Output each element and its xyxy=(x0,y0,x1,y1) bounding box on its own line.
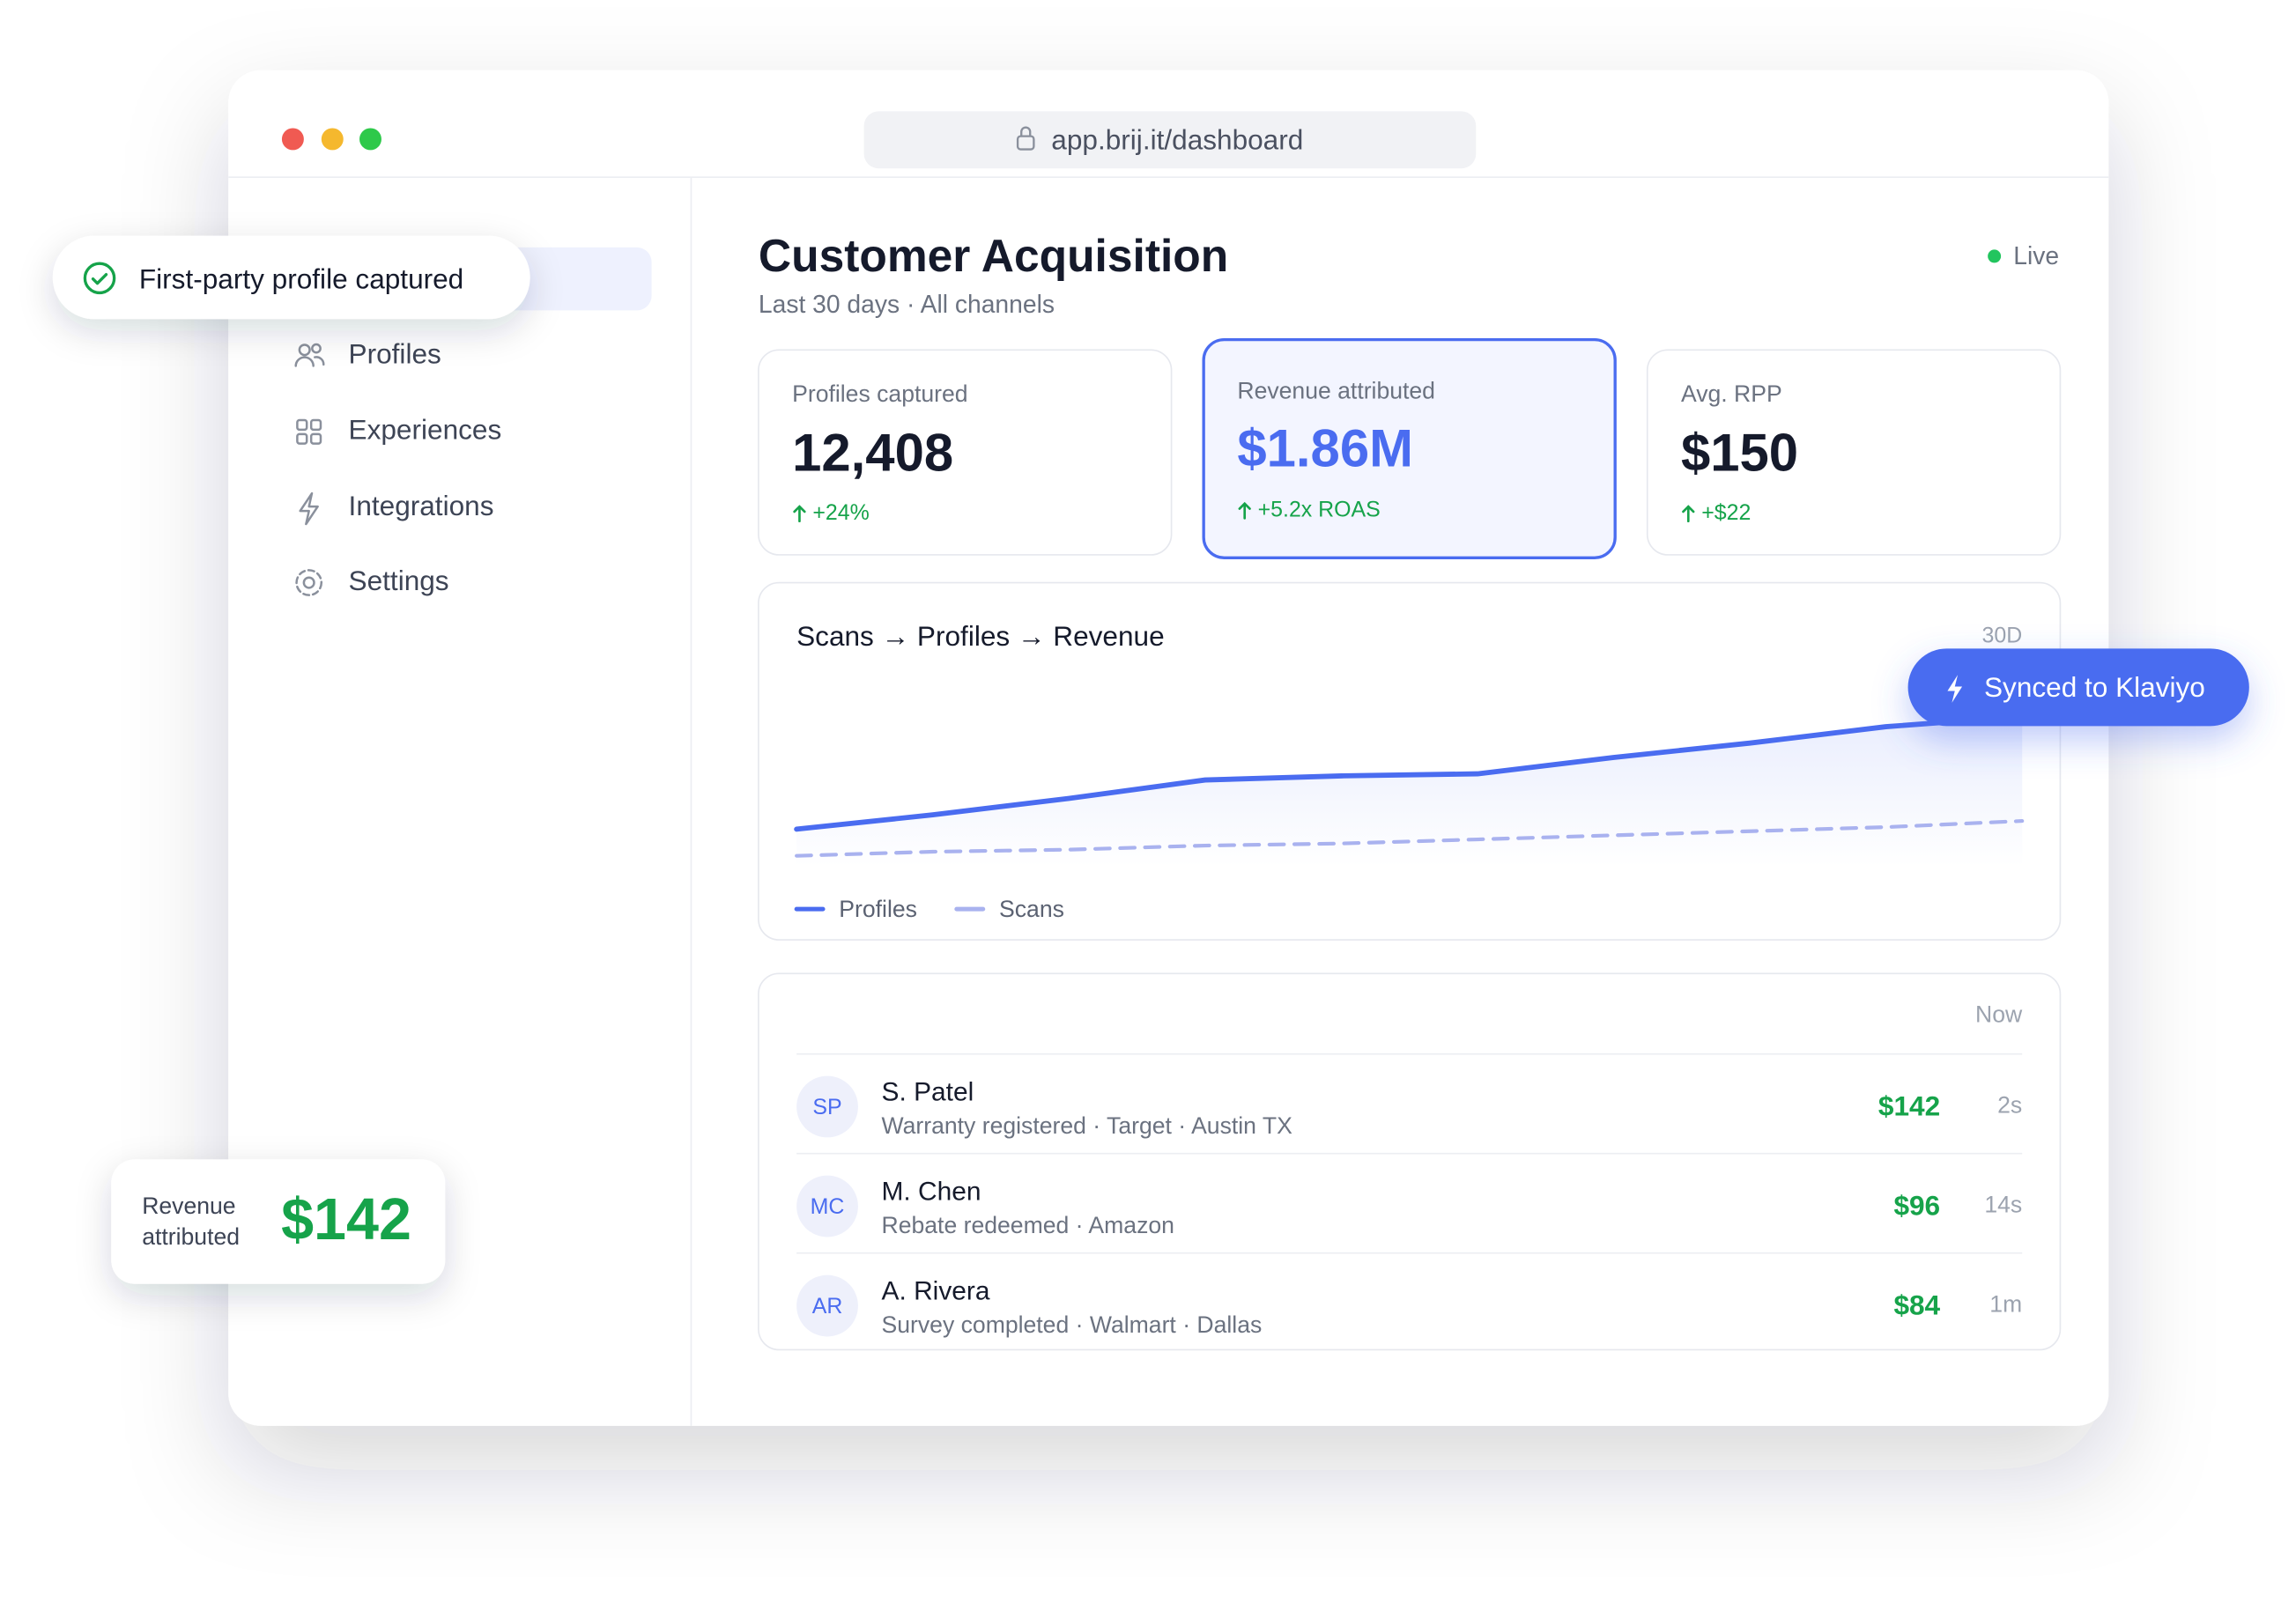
check-icon xyxy=(83,262,116,295)
legend-label: Profiles xyxy=(839,896,917,922)
toast-label: attributed xyxy=(142,1223,240,1250)
kpi-card-highlight xyxy=(1202,337,1617,559)
detail: Survey completed · Walmart · Dallas xyxy=(882,1311,1263,1338)
time: 14s xyxy=(1984,1192,2022,1218)
kpi-label: Profiles captured xyxy=(792,380,967,407)
close-dot[interactable] xyxy=(281,128,304,151)
avatar xyxy=(796,1274,858,1337)
area xyxy=(796,716,2023,867)
chart-title: Scans → Profiles → Revenue xyxy=(796,620,1165,652)
detail: Rebate redeemed · Amazon xyxy=(882,1212,1174,1238)
range-label[interactable]: 30D xyxy=(1982,624,2023,648)
activity-rows: SP S. Patel Warranty registered · Target ·… xyxy=(796,1053,2022,1338)
toast-text: Synced to Klaviyo xyxy=(1984,671,2205,703)
page-title: Customer Acquisition xyxy=(759,230,1228,281)
avatar xyxy=(796,1175,858,1237)
toast-text: First-party profile captured xyxy=(139,263,463,295)
kpi-label: Revenue attributed xyxy=(1237,378,1435,404)
amount: $96 xyxy=(1893,1190,1940,1222)
kpi-delta: +5.2x ROAS xyxy=(1258,498,1381,522)
legend-label: Scans xyxy=(999,896,1064,922)
live-status: Live xyxy=(2013,241,2059,270)
avatar-initials: AR xyxy=(812,1294,843,1319)
toast xyxy=(52,235,530,320)
amount: $84 xyxy=(1893,1289,1940,1321)
nav-item[interactable]: Settings xyxy=(349,565,449,596)
plot: Profiles Scans xyxy=(794,713,2026,922)
bolt-icon xyxy=(1947,675,1963,703)
line xyxy=(795,819,2025,858)
minimize-dot[interactable] xyxy=(321,128,344,151)
subtitle: Last 30 days · All channels xyxy=(759,290,1055,318)
detail: Warranty registered · Target · Austin TX xyxy=(882,1112,1293,1139)
activity-label: Now xyxy=(1975,1001,2023,1028)
kpi-delta: +24% xyxy=(812,500,869,525)
name: A. Rivera xyxy=(882,1277,990,1306)
up-arrows xyxy=(793,501,1695,523)
amount: $142 xyxy=(1878,1090,1940,1122)
lock-icon xyxy=(1016,126,1035,151)
kpi-value: 12,408 xyxy=(792,423,953,482)
kpi-value: $150 xyxy=(1681,423,1798,482)
avatar xyxy=(796,1075,858,1138)
nav-item[interactable]: Experiences xyxy=(349,414,502,446)
avatar-initials: MC xyxy=(811,1194,845,1219)
kpi-label: Avg. RPP xyxy=(1681,380,1782,407)
url-bar[interactable] xyxy=(863,111,1477,169)
check-mark xyxy=(91,273,108,285)
live-dot xyxy=(1988,249,2002,263)
nav-item[interactable]: Profiles xyxy=(349,337,441,369)
url: app.brij.it/dashboard xyxy=(1051,124,1303,156)
line xyxy=(794,713,2026,832)
nav-item[interactable]: Integrations xyxy=(349,490,494,521)
revenue-toast xyxy=(111,1159,446,1284)
name: S. Patel xyxy=(882,1077,974,1106)
avatar-initials: SP xyxy=(812,1095,841,1119)
toast-value: $142 xyxy=(281,1187,411,1252)
kpi-card xyxy=(758,349,1173,556)
kpi-card xyxy=(1646,349,2062,556)
klaviyo-toast xyxy=(1907,648,2249,727)
activity-card xyxy=(758,972,2062,1351)
maximize-dot[interactable] xyxy=(359,128,381,151)
kpi-delta: +$22 xyxy=(1701,500,1751,525)
toast-label: Revenue xyxy=(142,1193,235,1219)
time: 1m xyxy=(1989,1291,2022,1318)
sidebar-icons xyxy=(294,343,325,596)
time: 2s xyxy=(1997,1092,2022,1119)
kpi-value: $1.86M xyxy=(1237,418,1413,477)
name: M. Chen xyxy=(882,1177,981,1206)
